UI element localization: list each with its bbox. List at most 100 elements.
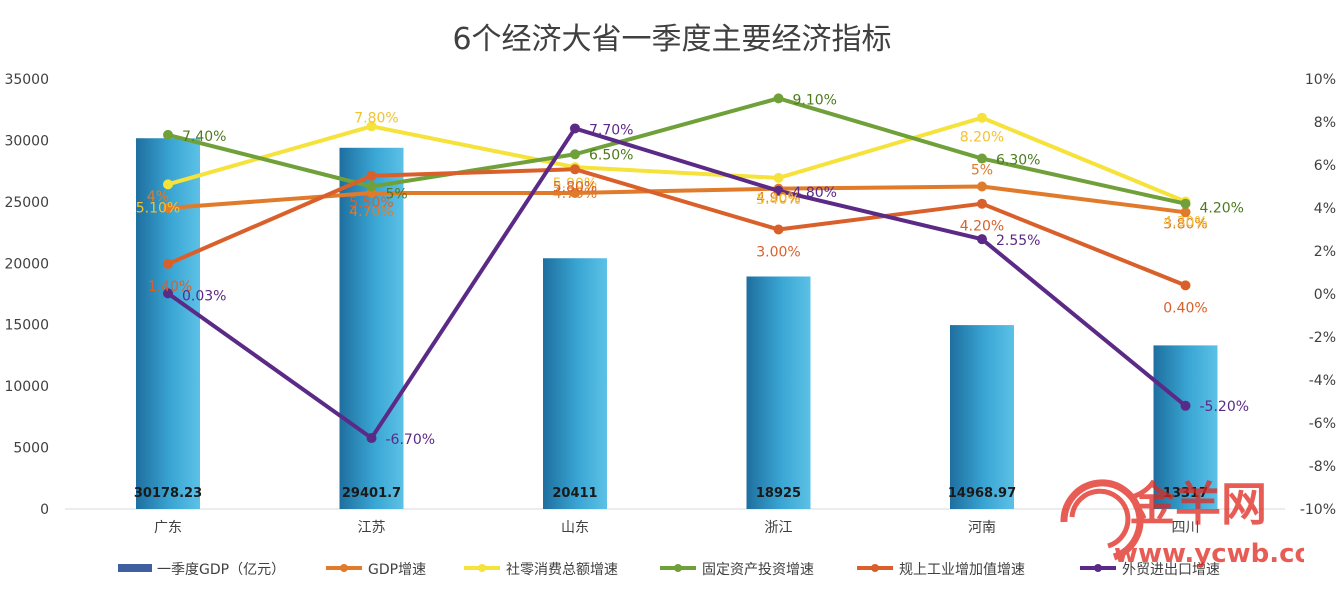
series-point [163, 179, 173, 190]
legend-marker [1094, 564, 1102, 572]
right-tick-label: 0% [1314, 287, 1336, 303]
right-tick-label: -4% [1309, 373, 1336, 389]
data-label: 0.40% [1163, 300, 1207, 316]
right-tick-label: 8% [1314, 115, 1336, 131]
category-label: 广东 [154, 520, 182, 536]
line-series [163, 93, 1191, 444]
bar-value-label: 29401.7 [342, 486, 401, 501]
legend-marker [478, 564, 486, 572]
data-label: 7.80% [354, 110, 398, 126]
data-label: 4.90% [756, 191, 800, 207]
series-point [366, 121, 377, 132]
data-label: -5.20% [1200, 399, 1250, 415]
data-label: -6.70% [386, 432, 436, 448]
series-point [366, 170, 377, 181]
category-label: 山东 [561, 520, 589, 536]
bar [746, 276, 811, 509]
bar-series [136, 138, 1218, 509]
data-label: 4% [147, 189, 169, 205]
watermark-url: www.ycwb.com [1114, 539, 1304, 569]
category-label: 河南 [968, 520, 996, 536]
data-label: 4.70% [553, 186, 597, 202]
legend-label: 固定资产投资增速 [702, 562, 814, 578]
series-point [773, 93, 784, 104]
watermark-logo: 金羊网 www.ycwb.com [1060, 477, 1304, 569]
series-line [167, 96, 1186, 206]
series-point [163, 288, 173, 299]
series-point [1180, 280, 1191, 291]
data-labels: 4%4.70%4.70% 4.90%5%3.80%5.10%7.80%5.90%5… [136, 92, 1249, 448]
data-label: 3.80% [1163, 216, 1207, 232]
bar-value-label: 18925 [756, 486, 801, 501]
legend-label: 社零消费总额增速 [506, 562, 618, 578]
left-axis: 35000 30000 25000 20000 15000 10000 5000 0 [4, 72, 49, 518]
data-label: 6.30% [996, 153, 1040, 169]
category-label: 江苏 [358, 520, 386, 536]
legend-marker [871, 564, 879, 572]
data-label: 1.40% [148, 279, 192, 295]
series-line [167, 115, 1187, 204]
category-axis: 广东 江苏 山东 浙江 河南 四川 [154, 520, 1200, 536]
bar [136, 138, 200, 509]
bar [1153, 345, 1218, 509]
legend-marker [340, 564, 348, 572]
data-label: 4.70% [349, 204, 393, 220]
left-tick-label: 35000 [4, 72, 49, 88]
legend-label: 一季度GDP（亿元） [157, 562, 285, 578]
bar-value-label: 14968.97 [948, 486, 1016, 501]
series-point [570, 187, 580, 198]
left-tick-label: 0 [40, 502, 49, 518]
legend-label: 规上工业增加值增速 [899, 562, 1025, 578]
category-label: 四川 [1172, 520, 1200, 536]
right-tick-label: 10% [1305, 72, 1336, 88]
data-label: 7.40% [182, 129, 226, 145]
left-tick-label: 30000 [4, 133, 49, 149]
series-line [166, 126, 1187, 441]
right-tick-label: -6% [1309, 416, 1336, 432]
series-point [163, 129, 173, 140]
data-label: 5.10% [136, 200, 180, 216]
series-point [366, 181, 377, 192]
bar-labels: 30178.23 29401.7 20411 18925 14968.97 13317 [134, 486, 1208, 501]
series-point [570, 123, 580, 134]
left-tick-label: 15000 [4, 318, 49, 334]
series-line [167, 167, 1187, 288]
left-tick-label: 20000 [4, 256, 49, 272]
right-tick-label: -8% [1309, 459, 1336, 475]
series-point [163, 203, 173, 213]
legend-marker [674, 564, 682, 572]
series-point [977, 198, 987, 209]
data-label: 4.20% [960, 219, 1004, 235]
bar-value-label: 30178.23 [134, 486, 202, 501]
legend-label: 外贸进出口增速 [1122, 562, 1220, 578]
series-point [570, 149, 580, 160]
right-tick-label: 4% [1314, 201, 1336, 217]
chart-title: 6个经济大省一季度主要经济指标 [452, 22, 892, 57]
watermark-brand: 金羊网 [1128, 477, 1267, 531]
series-point [773, 172, 784, 183]
series-point [977, 112, 987, 123]
series-point [366, 433, 377, 444]
right-axis: 10% 8% 6% 4% 2% 0% -2% -4% -6% -8% -10% [1300, 72, 1336, 518]
data-label: 6.50% [589, 147, 633, 163]
data-label: 7.70% [589, 122, 633, 138]
series-point [977, 181, 987, 192]
data-label: 5.50% [349, 195, 393, 211]
left-tick-label: 25000 [4, 195, 49, 211]
right-tick-label: -10% [1300, 502, 1336, 518]
series-point [1180, 400, 1191, 411]
bar-value-label: 20411 [552, 486, 597, 501]
series-point [1180, 207, 1191, 218]
series-point [773, 224, 784, 235]
legend: 一季度GDP（亿元） GDP增速 社零消费总额增速 固定资产投资增速 规上工业增加值增速… [118, 562, 1220, 578]
right-tick-label: 6% [1314, 158, 1336, 174]
data-label: 5.40% [756, 192, 800, 208]
left-tick-label: 5000 [13, 441, 49, 457]
series-point [773, 185, 784, 196]
data-label: 5.80% [553, 179, 597, 195]
data-label: 5.90% [553, 176, 597, 192]
data-label: 5% [971, 163, 993, 179]
right-tick-label: 2% [1314, 244, 1336, 260]
category-label: 浙江 [765, 520, 793, 536]
